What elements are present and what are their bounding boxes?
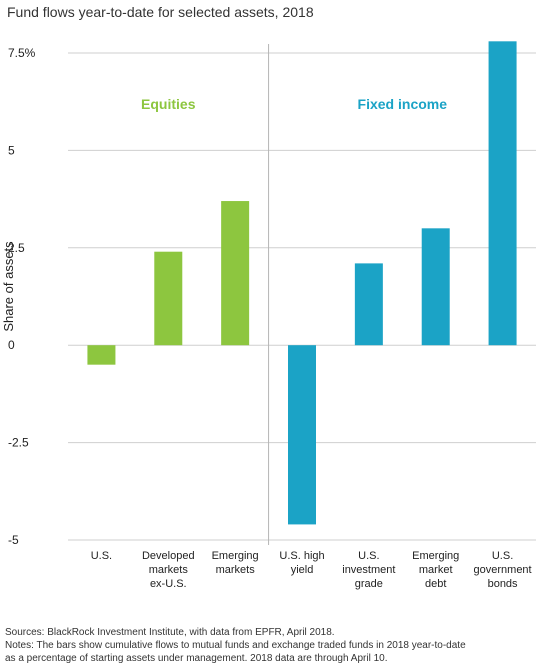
x-category-label: U.S. (91, 550, 112, 562)
x-category-label: Emerging market debt (412, 550, 459, 590)
y-tick-label: 7.5% (8, 46, 36, 60)
y-tick-label: -2.5 (8, 436, 29, 450)
bar (221, 201, 250, 346)
y-tick-label: -5 (8, 533, 19, 547)
y-tick-label: 0 (8, 338, 15, 352)
y-tick-label: 5 (8, 143, 15, 157)
y-axis-label: Share of assets (1, 241, 16, 332)
x-category-label: U.S. government bonds (474, 550, 532, 590)
bar (288, 345, 316, 525)
x-category-label: Developed markets ex-U.S. (142, 550, 195, 590)
y-tick-label: 2.5 (8, 241, 25, 255)
bar (354, 263, 383, 346)
bar (421, 228, 450, 346)
group-label: Equities (141, 96, 196, 112)
chart-notes: Sources: BlackRock Investment Institute,… (5, 626, 466, 665)
x-category-label: U.S. high yield (279, 550, 324, 576)
chart-title: Fund flows year-to-date for selected ass… (7, 4, 314, 20)
notes-line-1: Notes: The bars show cumulative flows to… (5, 640, 466, 651)
notes-line-2: as a percentage of starting assets under… (5, 653, 388, 664)
x-category-label: Emerging markets (212, 550, 259, 576)
bar (87, 345, 116, 365)
bar (488, 41, 517, 346)
group-label: Fixed income (358, 96, 448, 112)
x-category-label: U.S. investment grade (342, 550, 395, 590)
bar (154, 251, 183, 346)
sources-note: Sources: BlackRock Investment Institute,… (5, 627, 335, 638)
